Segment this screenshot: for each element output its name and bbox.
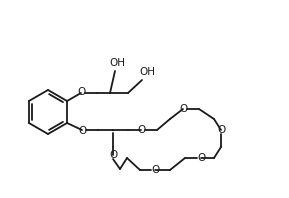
Text: O: O [151,165,159,175]
Text: O: O [137,125,145,135]
Text: O: O [179,104,187,114]
Text: O: O [78,126,86,136]
Text: O: O [77,87,85,97]
Text: O: O [109,150,117,160]
Text: OH: OH [139,67,155,77]
Text: OH: OH [109,58,125,68]
Text: O: O [217,125,225,135]
Text: O: O [197,153,205,163]
